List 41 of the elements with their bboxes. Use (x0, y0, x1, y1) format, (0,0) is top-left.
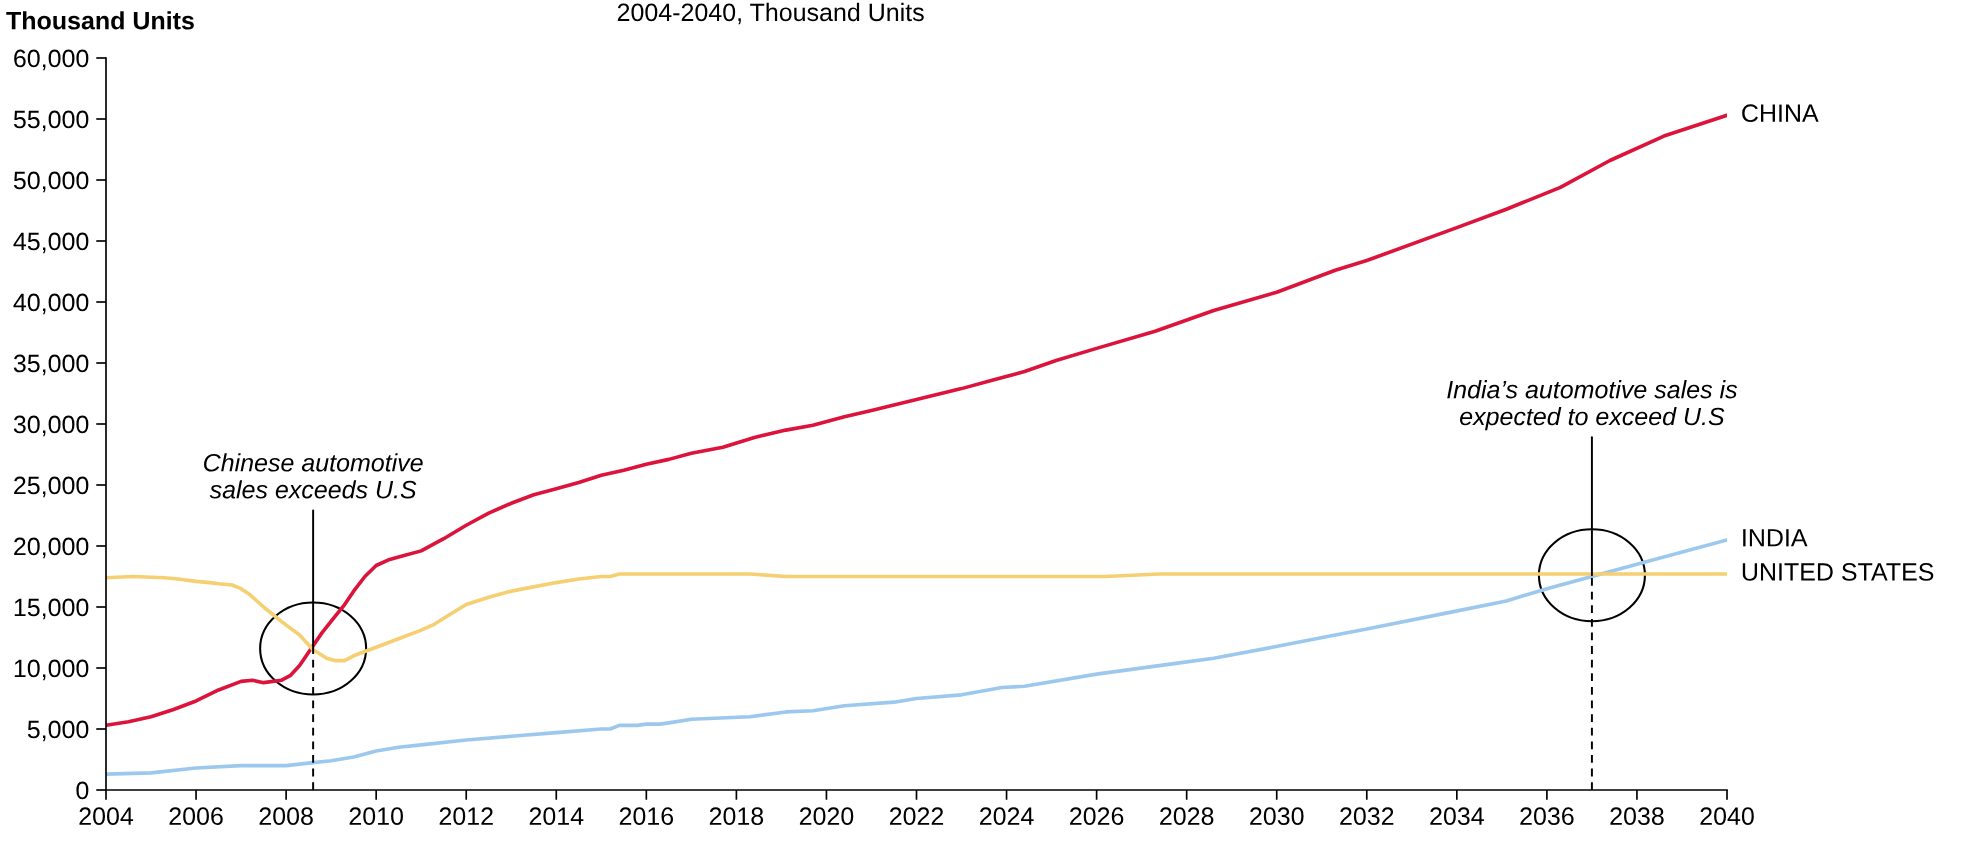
x-tick-label: 2022 (889, 807, 944, 826)
x-tick-label: 2008 (259, 807, 313, 826)
y-tick-label: 60,000 (14, 49, 89, 71)
series-label: INDIA (1743, 529, 1808, 547)
annotation: Chinese automotive sales exceeds U.S (204, 453, 423, 499)
y-tick-label: 35,000 (13, 354, 89, 376)
x-tick-label: 2038 (1610, 807, 1664, 826)
x-tick-label: 2012 (439, 807, 493, 826)
y-tick-label: 50,000 (13, 171, 89, 193)
y-tick-label: 10,000 (14, 659, 89, 681)
series-label: CHINA (1742, 104, 1819, 123)
y-tick-label: 40,000 (13, 293, 89, 315)
x-tick-label: 2010 (349, 807, 403, 826)
x-tick-label: 2016 (619, 807, 674, 826)
x-tick-label: 2028 (1160, 807, 1214, 826)
line-series (106, 572, 1727, 663)
y-tick-label: 0 (76, 781, 89, 800)
line-series (106, 538, 1727, 776)
y-tick-label: 5,000 (27, 720, 89, 742)
annotation: India’s automotive sales is expected to exceed U.S (1447, 380, 1738, 431)
chart-title: 2004-2040, Thousand Units (617, 2, 924, 25)
x-tick-label: 2004 (79, 807, 134, 826)
x-tick-label: 2032 (1340, 807, 1394, 826)
y-tick-label: 20,000 (14, 537, 89, 559)
x-tick-label: 2014 (529, 807, 584, 826)
y-tick-label: 30,000 (13, 415, 89, 437)
x-tick-label: 2040 (1700, 807, 1754, 826)
series-label: UNITED STATES (1742, 563, 1934, 581)
x-tick-label: 2020 (799, 807, 854, 826)
y-tick-label: 55,000 (13, 110, 89, 132)
x-tick-label: 2036 (1520, 807, 1574, 826)
x-tick-label: 2006 (169, 807, 223, 826)
y-tick-label: 45,000 (13, 232, 89, 254)
y-tick-label: 25,000 (14, 476, 89, 498)
x-tick-label: 2034 (1430, 807, 1484, 826)
y-tick-label: 15,000 (14, 598, 89, 620)
y-axis-title: Thousand Units (6, 11, 194, 30)
x-tick-label: 2018 (709, 807, 764, 826)
x-tick-label: 2030 (1250, 807, 1304, 826)
x-tick-label: 2024 (980, 807, 1034, 826)
x-tick-label: 2026 (1070, 807, 1124, 826)
